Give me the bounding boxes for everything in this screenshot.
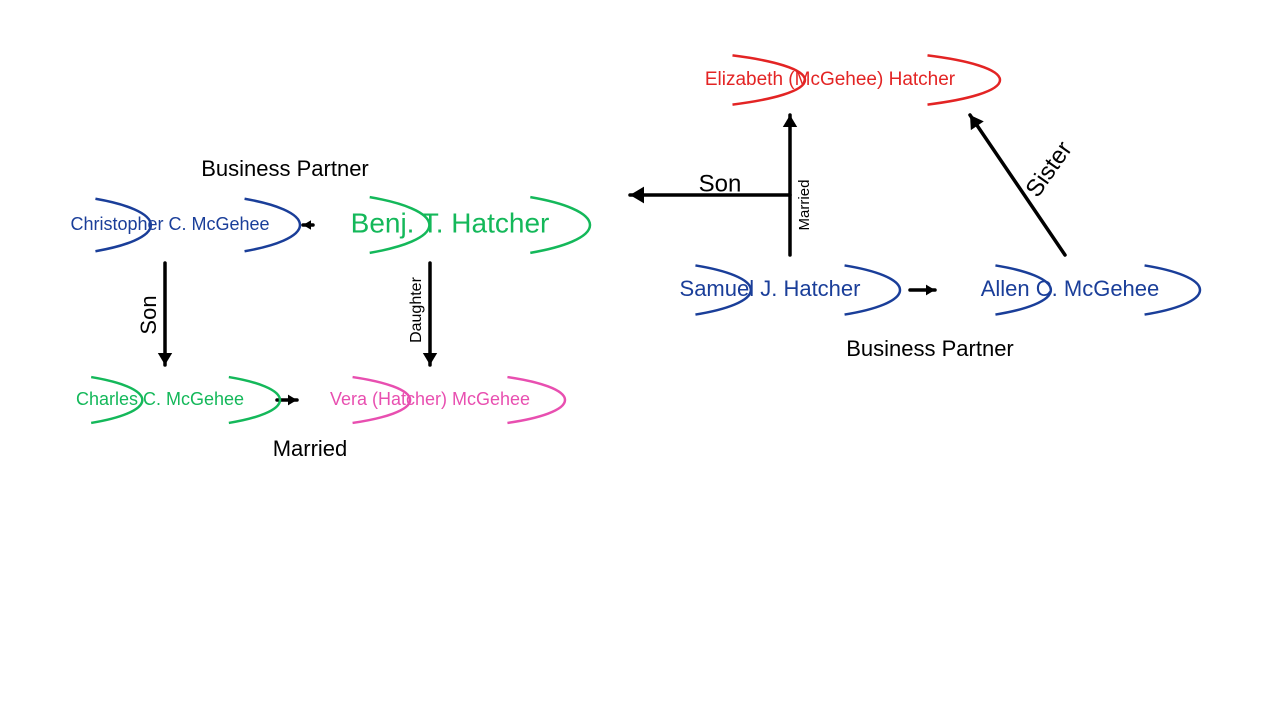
lbl-bp1: Business Partner [201, 156, 369, 181]
node-label: Vera (Hatcher) McGehee [330, 389, 530, 409]
lbl-married2: Married [796, 180, 813, 231]
lbl-bp2: Business Partner [846, 336, 1014, 361]
lbl-son2: Son [699, 170, 742, 197]
node-label: Charles C. McGehee [76, 389, 244, 409]
node-label: Samuel J. Hatcher [680, 276, 861, 301]
node-label: Benj. T. Hatcher [351, 207, 550, 238]
node-label: Allen C. McGehee [981, 276, 1160, 301]
lbl-married1: Married [273, 436, 348, 461]
lbl-daughter: Daughter [408, 276, 425, 342]
node-label: Christopher C. McGehee [70, 214, 269, 234]
lbl-son1: Son [136, 295, 161, 334]
family-diagram: Christopher C. McGehee Benj. T. Hatcher Ch… [0, 0, 1280, 720]
node-label: Elizabeth (McGehee) Hatcher [705, 69, 956, 90]
